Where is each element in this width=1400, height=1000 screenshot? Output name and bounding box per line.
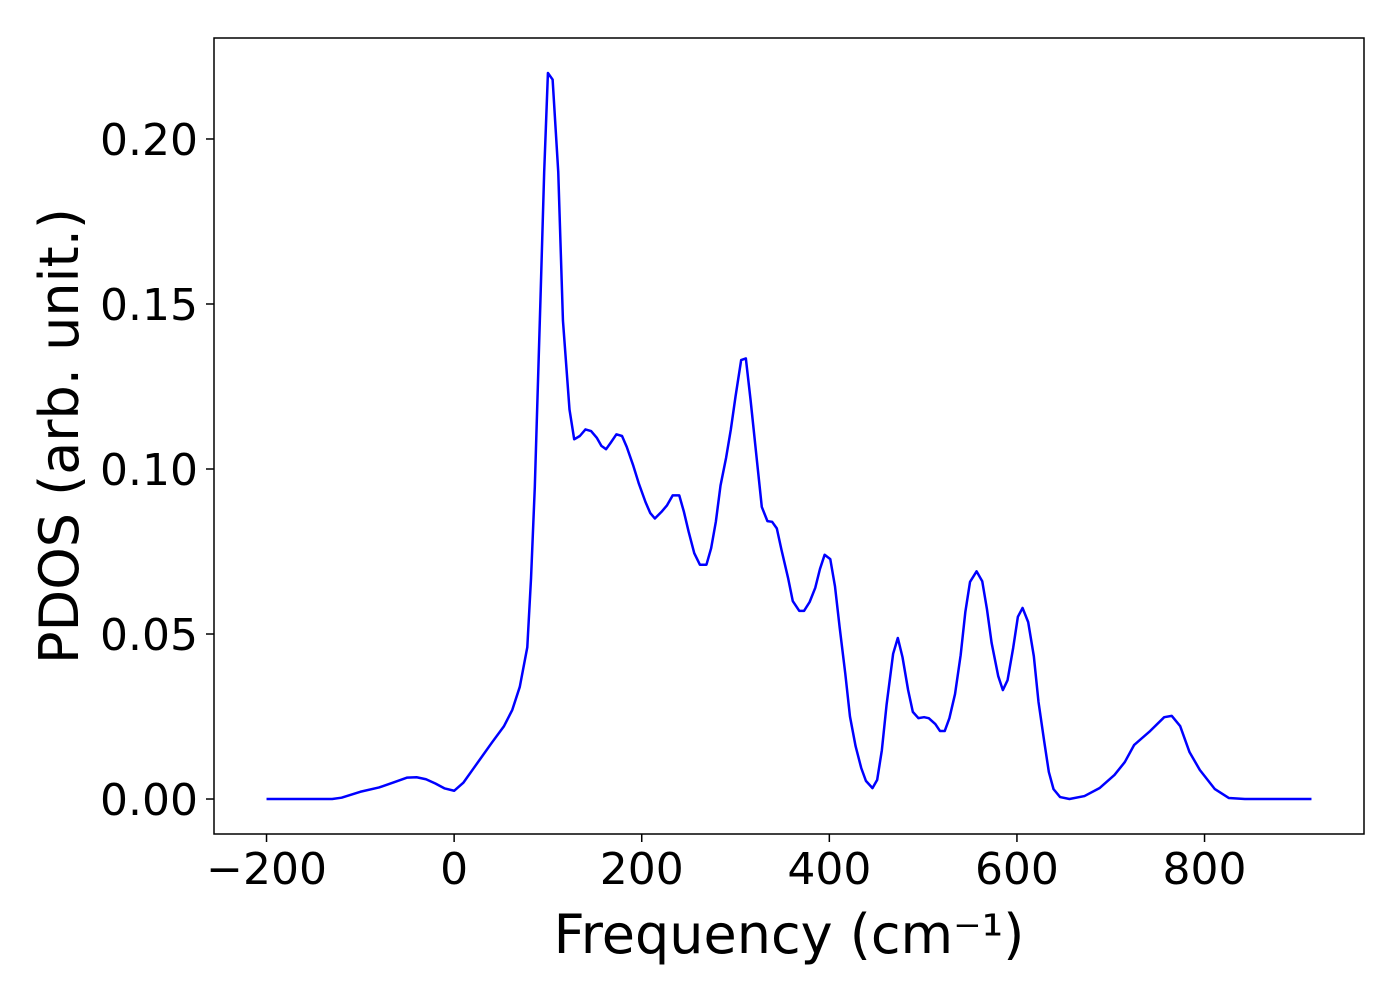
- x-tick-label: −200: [206, 844, 327, 895]
- x-axis-label: Frequency (cm⁻¹): [554, 903, 1025, 966]
- x-tick-label: 400: [787, 844, 871, 895]
- x-tick-label: 600: [975, 844, 1059, 895]
- y-tick-label: 0.15: [100, 280, 198, 331]
- data-line: [266, 71, 1312, 801]
- x-tick-label: 800: [1163, 844, 1247, 895]
- y-tick-label: 0.00: [100, 775, 198, 826]
- y-tick-label: 0.10: [100, 445, 198, 496]
- y-axis-label: PDOS (arb. unit.): [28, 208, 91, 664]
- y-tick-label: 0.05: [100, 610, 198, 661]
- y-tick-label: 0.20: [100, 115, 198, 166]
- x-tick-label: 0: [440, 844, 468, 895]
- plot-frame: [213, 37, 1365, 835]
- x-tick-label: 200: [600, 844, 684, 895]
